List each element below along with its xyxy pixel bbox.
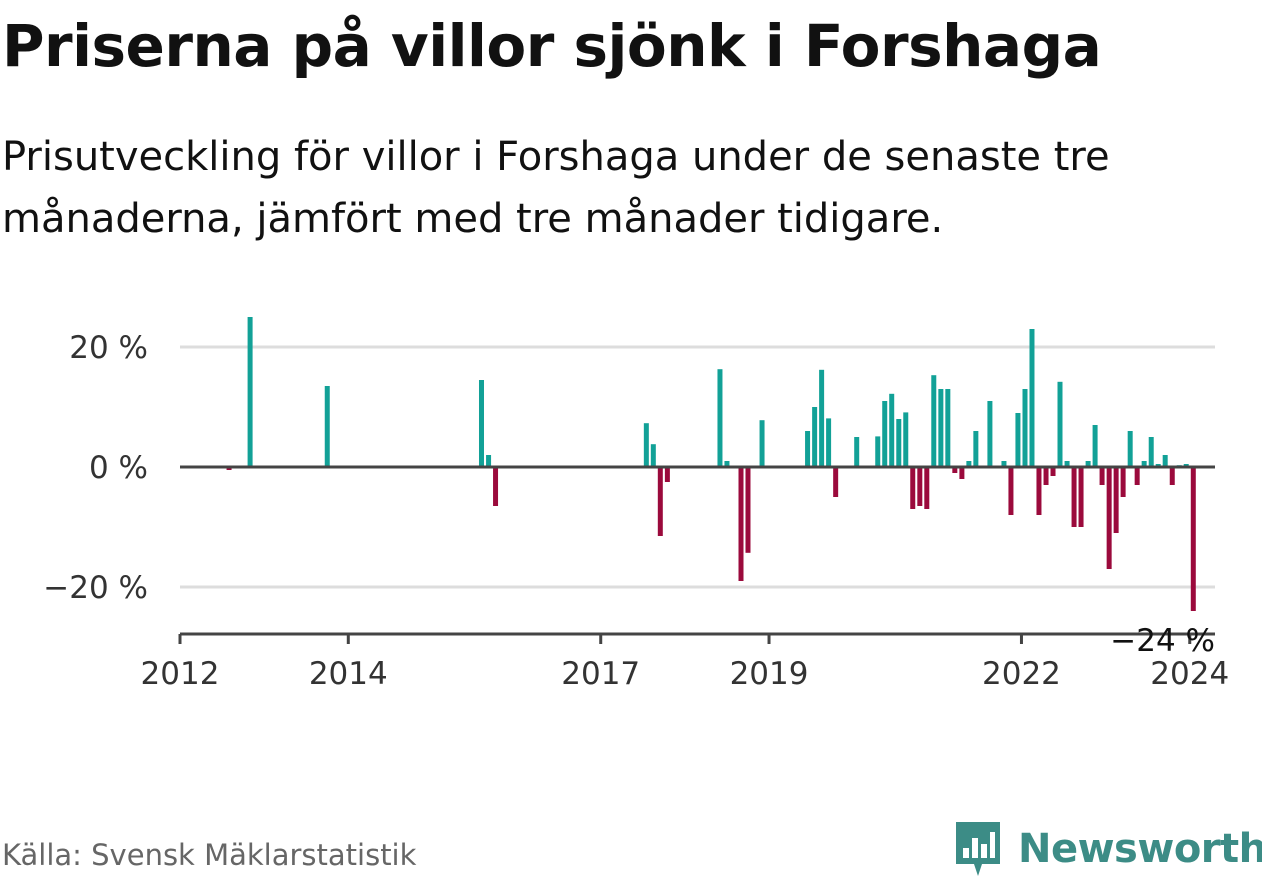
bar — [875, 436, 881, 467]
bars — [226, 317, 1196, 611]
bar — [1120, 467, 1126, 497]
chart-subtitle: Prisutveckling för villor i Forshaga und… — [2, 134, 1110, 242]
bar — [1022, 389, 1028, 467]
bar — [247, 317, 253, 467]
bar — [324, 386, 330, 467]
bar — [833, 467, 839, 497]
bar — [1008, 467, 1014, 515]
x-tick-label: 2024 — [1150, 656, 1229, 692]
bar — [1015, 413, 1021, 467]
bar — [1092, 425, 1098, 467]
x-tick-label: 2022 — [982, 656, 1061, 692]
bar — [1134, 467, 1140, 485]
brand-name: Newsworthy — [1018, 826, 1262, 872]
bar — [493, 467, 499, 506]
bar — [910, 467, 916, 509]
bar — [952, 467, 958, 473]
bar — [959, 467, 965, 479]
bar — [966, 461, 972, 467]
annotation: −24 % — [1110, 623, 1215, 659]
bar — [805, 431, 811, 467]
y-axis-labels: 20 % 0 % −20 % — [43, 330, 148, 606]
bar — [1064, 461, 1070, 467]
bar — [745, 467, 751, 553]
bar — [1169, 467, 1175, 485]
bar — [1057, 381, 1063, 467]
newsworthy-logo-icon — [956, 822, 1000, 876]
bar — [973, 431, 979, 467]
bar — [657, 467, 663, 536]
chart-title: Priserna på villor sjönk i Forshaga — [2, 12, 1102, 80]
x-axis-labels: 2012 2014 2017 2019 2022 2024 — [141, 656, 1230, 692]
bar — [643, 423, 649, 467]
bar — [931, 375, 937, 467]
bar — [724, 461, 730, 467]
bar — [945, 389, 951, 467]
bar — [889, 393, 895, 467]
bar — [1029, 329, 1035, 467]
x-tick-label: 2017 — [561, 656, 640, 692]
bar — [486, 455, 492, 467]
bar — [854, 437, 860, 467]
bar — [938, 389, 944, 467]
bar — [1001, 461, 1007, 467]
bar-chart: 20 % 0 % −20 % 2012 2014 2017 2019 2022 2024 −2… — [43, 317, 1230, 692]
bar — [1106, 467, 1112, 569]
bar — [924, 467, 930, 509]
newsworthy-logo: Newsworthy — [952, 820, 1262, 878]
bar — [717, 369, 723, 467]
last-value-label: −24 % — [1110, 623, 1215, 659]
bar — [826, 418, 832, 467]
bar — [1113, 467, 1119, 533]
bar — [1099, 467, 1105, 485]
x-tick-label: 2012 — [141, 656, 220, 692]
y-tick-label: 0 % — [89, 450, 148, 486]
bar — [1141, 461, 1147, 467]
bar — [1190, 467, 1196, 611]
bar — [1078, 467, 1084, 527]
bar — [1162, 455, 1168, 467]
bar — [1036, 467, 1042, 515]
bar — [917, 467, 923, 506]
x-tick-label: 2014 — [309, 656, 388, 692]
bar — [1127, 431, 1133, 467]
bar — [812, 407, 818, 467]
axes — [178, 465, 1215, 644]
bar — [1043, 467, 1049, 485]
x-tick-label: 2019 — [730, 656, 809, 692]
bar — [759, 420, 765, 467]
bar — [1050, 467, 1056, 476]
bar — [664, 467, 670, 482]
bar — [903, 412, 909, 467]
y-tick-label: −20 % — [43, 570, 148, 606]
bar — [896, 419, 902, 467]
bar — [738, 467, 744, 581]
bar — [819, 369, 825, 467]
y-tick-label: 20 % — [69, 330, 148, 366]
source-note: Källa: Svensk Mäklarstatistik — [2, 838, 417, 872]
bar — [882, 401, 888, 467]
bar — [478, 380, 484, 467]
bar — [987, 401, 993, 467]
gridlines — [180, 345, 1215, 589]
bar — [1085, 461, 1091, 467]
bar — [1071, 467, 1077, 527]
bar — [1148, 437, 1154, 467]
bar — [650, 444, 656, 467]
